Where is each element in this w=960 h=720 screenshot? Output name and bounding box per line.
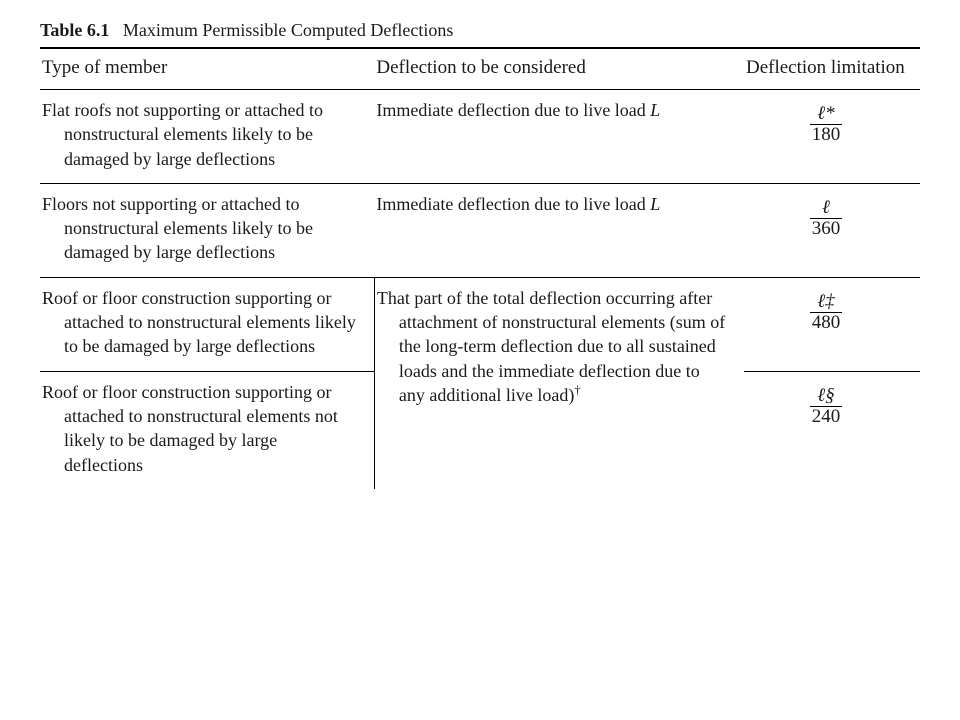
member-text: Flat roofs not supporting or attached to… — [42, 98, 360, 171]
limit-cell: ℓ* 180 — [744, 90, 920, 184]
limit-cell: ℓ 360 — [744, 183, 920, 277]
table-row: Flat roofs not supporting or attached to… — [40, 90, 920, 184]
member-text: Floors not supporting or attached to non… — [42, 192, 360, 265]
table-header-row: Type of member Deflection to be consider… — [40, 48, 920, 90]
fraction: ℓ‡ 480 — [810, 292, 843, 333]
fraction-denominator: 180 — [810, 124, 843, 145]
deflection-table: Type of member Deflection to be consider… — [40, 47, 920, 489]
footnote-mark: † — [574, 383, 580, 397]
col-header-limit: Deflection limitation — [744, 48, 920, 90]
table-title: Maximum Permissible Computed Deflections — [123, 20, 453, 40]
fraction: ℓ 360 — [810, 198, 843, 239]
consider-cell: Immediate deflection due to live load L — [374, 183, 744, 277]
col-header-consider: Deflection to be considered — [374, 48, 744, 90]
limit-cell: ℓ§ 240 — [744, 371, 920, 489]
fraction-denominator: 360 — [810, 218, 843, 239]
col-header-member: Type of member — [40, 48, 374, 90]
table-caption: Table 6.1 Maximum Permissible Computed D… — [40, 20, 920, 41]
consider-text: Immediate deflection due to live load — [376, 100, 650, 120]
fraction-numerator: ℓ‡ — [810, 292, 843, 312]
consider-italic: L — [650, 100, 660, 120]
fraction: ℓ* 180 — [810, 104, 843, 145]
table-row: Floors not supporting or attached to non… — [40, 183, 920, 277]
limit-cell: ℓ‡ 480 — [744, 277, 920, 371]
fraction-denominator: 480 — [810, 312, 843, 333]
member-text: Roof or floor construction supporting or… — [42, 286, 360, 359]
consider-cell: Immediate deflection due to live load L — [374, 90, 744, 184]
consider-text: That part of the total deflection occurr… — [377, 288, 725, 405]
consider-italic: L — [650, 194, 660, 214]
consider-text: Immediate deflection due to live load — [376, 194, 650, 214]
fraction-denominator: 240 — [810, 406, 843, 427]
table-row: Roof or floor construction supporting or… — [40, 277, 920, 371]
fraction: ℓ§ 240 — [810, 386, 843, 427]
fraction-numerator: ℓ* — [810, 104, 843, 124]
consider-cell-merged: That part of the total deflection occurr… — [374, 277, 744, 489]
table-number: Table 6.1 — [40, 20, 109, 40]
fraction-numerator: ℓ — [810, 198, 843, 218]
fraction-numerator: ℓ§ — [810, 386, 843, 406]
member-text: Roof or floor construction supporting or… — [42, 380, 360, 477]
